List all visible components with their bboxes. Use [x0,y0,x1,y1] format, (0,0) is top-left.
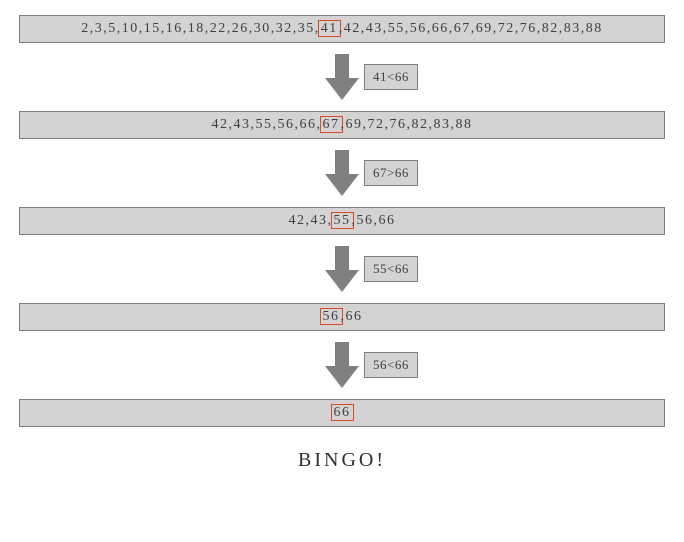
step-box: 42,43,55,56,66,67,69,72,76,82,83,88 [19,111,665,139]
highlighted-value: 41 [318,20,341,37]
result-label: BINGO! [298,449,386,472]
comparison-box: 56<66 [364,352,418,378]
value: 88 [586,21,603,36]
value: 56 [278,117,295,132]
value: 83 [434,117,451,132]
highlighted-value: 56 [320,308,343,325]
binary-search-diagram: 2,3,5,10,15,16,18,22,26,30,32,35,41,42,4… [10,15,674,472]
value: 30 [254,21,271,36]
arrow-row: 41<66 [10,53,674,101]
value: 66 [300,117,317,132]
step-box: 56,66 [19,303,665,331]
value: 43 [366,21,383,36]
value: 26 [232,21,249,36]
value: 43 [234,117,251,132]
down-arrow-icon [325,150,359,196]
highlighted-value: 67 [320,116,343,133]
value: 15 [144,21,161,36]
value: 69 [476,21,493,36]
comparison-box: 41<66 [364,64,418,90]
down-arrow-icon [325,342,359,388]
comparison-box: 55<66 [364,256,418,282]
arrow [325,54,359,100]
value: 42 [289,213,306,228]
value: 69 [346,117,363,132]
value: 66 [432,21,449,36]
value: 56 [357,213,374,228]
value: 66 [346,309,363,324]
value: 35 [298,21,315,36]
highlighted-value: 55 [331,212,354,229]
arrow-row: 67>66 [10,149,674,197]
arrow-row: 55<66 [10,245,674,293]
down-arrow-icon [325,54,359,100]
value: 5 [108,21,117,36]
value: 88 [456,117,473,132]
value: 82 [412,117,429,132]
comparison-box: 67>66 [364,160,418,186]
value: 66 [379,213,396,228]
value: 16 [166,21,183,36]
value: 55 [388,21,405,36]
value: 43 [311,213,328,228]
value: 82 [542,21,559,36]
arrow [325,150,359,196]
value: 2 [81,21,90,36]
value: 56 [410,21,427,36]
highlighted-value: 66 [331,404,354,421]
value: 3 [95,21,104,36]
value: 83 [564,21,581,36]
value: 76 [390,117,407,132]
arrow [325,342,359,388]
value: 10 [122,21,139,36]
step-box: 2,3,5,10,15,16,18,22,26,30,32,35,41,42,4… [19,15,665,43]
value: 55 [256,117,273,132]
value: 18 [188,21,205,36]
value: 32 [276,21,293,36]
value: 67 [454,21,471,36]
value: 42 [212,117,229,132]
arrow [325,246,359,292]
down-arrow-icon [325,246,359,292]
value: 42 [344,21,361,36]
value: 22 [210,21,227,36]
value: 72 [368,117,385,132]
step-box: 66 [19,399,665,427]
arrow-row: 56<66 [10,341,674,389]
value: 76 [520,21,537,36]
step-box: 42,43,55,56,66 [19,207,665,235]
value: 72 [498,21,515,36]
